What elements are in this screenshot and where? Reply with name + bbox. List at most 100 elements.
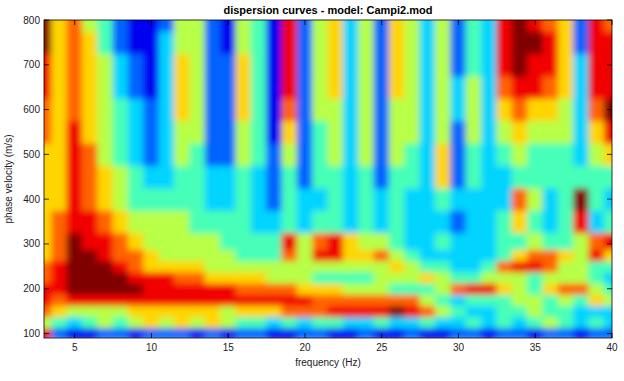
cell: [44, 271, 52, 283]
cell: [97, 53, 113, 76]
cell: [604, 210, 612, 233]
cell: [205, 283, 221, 295]
x-tick: [381, 333, 382, 338]
cell: [573, 210, 589, 233]
cell: [266, 98, 282, 121]
cell: [404, 305, 420, 317]
cell: [512, 305, 528, 317]
cell: [266, 120, 282, 143]
y-tick: [44, 64, 49, 65]
cell: [527, 187, 543, 210]
cell: [51, 53, 67, 76]
y-tick: [607, 199, 612, 200]
x-tick-label: 5: [72, 342, 78, 353]
cell: [420, 260, 436, 272]
cell: [44, 232, 52, 250]
cell: [374, 316, 390, 328]
cell: [205, 316, 221, 328]
cell: [82, 210, 98, 233]
cell: [97, 327, 113, 338]
cell: [113, 294, 129, 306]
cell: [266, 327, 282, 338]
cell: [558, 120, 574, 143]
cell: [450, 294, 466, 306]
cell: [358, 294, 374, 306]
cell: [481, 283, 497, 295]
cell: [51, 75, 67, 98]
cell: [512, 31, 528, 54]
cell: [435, 232, 451, 250]
cell: [328, 210, 344, 233]
cell: [573, 31, 589, 54]
cell: [404, 232, 420, 250]
cell: [435, 249, 451, 261]
cell: [82, 120, 98, 143]
cell: [527, 20, 543, 32]
cell: [604, 294, 612, 306]
cell: [266, 232, 282, 250]
cell: [235, 187, 251, 210]
cell: [450, 271, 466, 283]
chart: 510152025303540100200300400500600700800d…: [0, 0, 624, 381]
cell: [51, 283, 67, 295]
cell: [189, 20, 205, 32]
y-tick-label: 700: [23, 59, 40, 70]
cell: [281, 98, 297, 121]
cell: [220, 327, 236, 338]
cell: [358, 31, 374, 54]
cell: [189, 53, 205, 76]
cell: [496, 316, 512, 328]
cell: [67, 53, 83, 76]
cell: [143, 20, 159, 32]
cell: [159, 120, 175, 143]
cell: [113, 232, 129, 250]
cell: [466, 305, 482, 317]
cell: [266, 249, 282, 261]
cell: [604, 271, 612, 283]
y-tick: [607, 20, 612, 21]
cell: [542, 75, 558, 98]
cell: [266, 271, 282, 283]
cell: [220, 20, 236, 32]
cell: [374, 294, 390, 306]
cell: [343, 120, 359, 143]
cell: [420, 327, 436, 338]
cell: [220, 294, 236, 306]
cell: [558, 316, 574, 328]
cell: [573, 75, 589, 98]
cell: [604, 305, 612, 317]
cell: [312, 327, 328, 338]
y-tick-label: 600: [23, 104, 40, 115]
cell: [496, 98, 512, 121]
x-tick-label: 40: [606, 342, 618, 353]
cell: [128, 53, 144, 76]
cell: [143, 187, 159, 210]
cell: [174, 98, 190, 121]
cell: [466, 53, 482, 76]
cell: [512, 20, 528, 32]
cell: [435, 20, 451, 32]
cell: [588, 53, 604, 76]
cell: [389, 53, 405, 76]
cell: [481, 294, 497, 306]
cell: [281, 120, 297, 143]
cell: [389, 316, 405, 328]
cell: [44, 165, 52, 188]
cell: [251, 283, 267, 295]
cell: [67, 249, 83, 261]
cell: [404, 316, 420, 328]
cell: [389, 327, 405, 338]
cell: [67, 260, 83, 272]
cell: [358, 260, 374, 272]
cell: [420, 98, 436, 121]
cell: [481, 143, 497, 166]
cell: [542, 98, 558, 121]
cell: [113, 143, 129, 166]
cell: [189, 294, 205, 306]
cell: [328, 305, 344, 317]
cell: [128, 271, 144, 283]
cell: [343, 53, 359, 76]
cell: [328, 98, 344, 121]
x-tick-label: 35: [530, 342, 542, 353]
cell: [312, 98, 328, 121]
